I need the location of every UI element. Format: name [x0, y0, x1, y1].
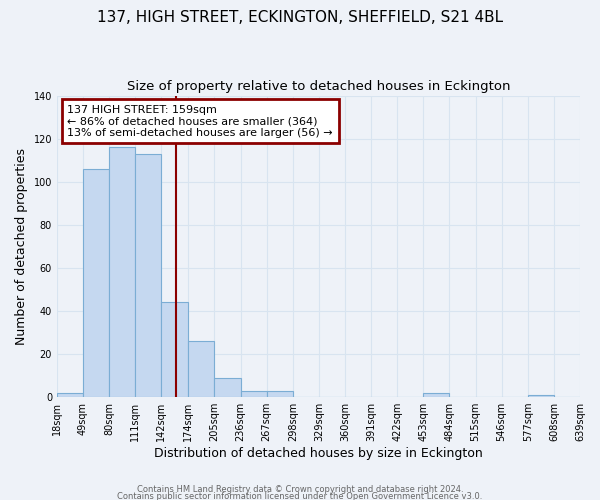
Bar — [214, 378, 241, 397]
Text: 137 HIGH STREET: 159sqm
← 86% of detached houses are smaller (364)
13% of semi-d: 137 HIGH STREET: 159sqm ← 86% of detache… — [67, 104, 333, 138]
Bar — [83, 169, 109, 397]
Title: Size of property relative to detached houses in Eckington: Size of property relative to detached ho… — [127, 80, 510, 93]
Bar — [188, 341, 214, 397]
Y-axis label: Number of detached properties: Number of detached properties — [15, 148, 28, 345]
Bar — [241, 390, 266, 397]
Bar — [161, 302, 188, 397]
Bar — [135, 154, 161, 397]
Bar — [528, 395, 554, 397]
Text: Contains HM Land Registry data © Crown copyright and database right 2024.: Contains HM Land Registry data © Crown c… — [137, 486, 463, 494]
Bar — [424, 393, 449, 397]
Bar — [109, 147, 135, 397]
Text: 137, HIGH STREET, ECKINGTON, SHEFFIELD, S21 4BL: 137, HIGH STREET, ECKINGTON, SHEFFIELD, … — [97, 10, 503, 25]
Text: Contains public sector information licensed under the Open Government Licence v3: Contains public sector information licen… — [118, 492, 482, 500]
Bar — [57, 393, 83, 397]
Bar — [266, 390, 293, 397]
X-axis label: Distribution of detached houses by size in Eckington: Distribution of detached houses by size … — [154, 447, 483, 460]
